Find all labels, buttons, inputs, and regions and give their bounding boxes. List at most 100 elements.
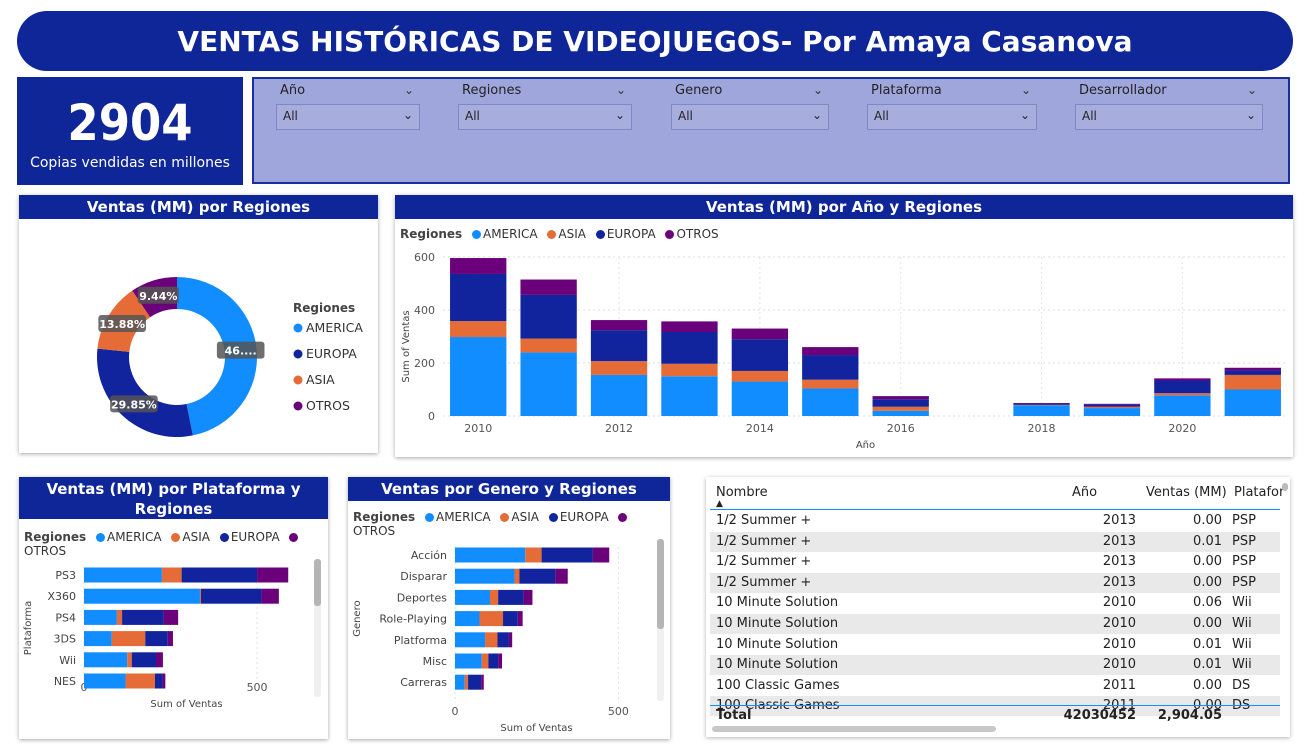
bar-2014-asia[interactable] (731, 370, 789, 382)
filter-platform[interactable]: Plataforma ⌄ All ⌄ (867, 83, 1037, 130)
bar-2012-asia[interactable] (590, 361, 648, 375)
legend-item[interactable]: ASIA (182, 530, 210, 544)
bar-2010-asia[interactable] (450, 321, 507, 338)
donut-slice-america[interactable] (177, 277, 257, 436)
bar-deportes-europa[interactable] (498, 589, 524, 605)
bar-wii-asia[interactable] (127, 652, 132, 668)
chevron-down-icon[interactable]: ⌄ (813, 83, 824, 97)
legend-item[interactable]: AMERICA (482, 227, 538, 241)
bar-2016-otros[interactable] (872, 396, 929, 400)
legend-item[interactable]: OTROS (306, 398, 350, 413)
bar-2020-europa[interactable] (1154, 380, 1211, 394)
chevron-down-icon[interactable]: ⌄ (1021, 83, 1032, 97)
legend-item[interactable]: EUROPA (230, 530, 280, 544)
legend-item[interactable]: AMERICA (106, 530, 162, 544)
table-row[interactable]: 10 Minute Solution 2010 0.06 Wii (710, 593, 1280, 613)
chevron-down-icon[interactable]: ⌄ (1247, 83, 1258, 97)
bar-ps3-otros[interactable] (257, 567, 289, 583)
bar-2018-america[interactable] (1013, 405, 1070, 416)
sort-arrow-icon[interactable]: ▲ (716, 499, 723, 509)
bar-2012-europa[interactable] (590, 330, 648, 362)
bar-nes-america[interactable] (84, 673, 126, 689)
bar-platforma-asia[interactable] (485, 632, 498, 648)
bar-2015-otros[interactable] (802, 347, 859, 356)
legend-item[interactable]: OTROS (24, 544, 67, 558)
bar-2013-otros[interactable] (661, 321, 718, 332)
filter-regions[interactable]: Regiones ⌄ All ⌄ (458, 83, 632, 130)
bar-2018-otros[interactable] (1013, 403, 1070, 404)
table-row[interactable]: 1/2 Summer + 2013 0.00 PSP (710, 572, 1280, 593)
filter-genre[interactable]: Genero ⌄ All ⌄ (671, 83, 829, 130)
donut-slice-europa[interactable] (97, 348, 193, 437)
bar-wii-otros[interactable] (156, 652, 163, 668)
bar-2021-asia[interactable] (1224, 374, 1281, 390)
bar-3ds-america[interactable] (84, 631, 112, 647)
column-header-ano[interactable]: Año (1072, 485, 1098, 500)
bar-ps4-otros[interactable] (163, 609, 179, 625)
chevron-down-icon[interactable]: ⌄ (404, 83, 415, 97)
bar-2011-europa[interactable] (520, 294, 577, 339)
bar-3ds-otros[interactable] (167, 631, 173, 647)
bar-misc-asia[interactable] (481, 653, 489, 669)
bar-2010-europa[interactable] (450, 273, 507, 322)
legend-item[interactable]: OTROS (353, 524, 396, 538)
bar-ps3-asia[interactable] (161, 567, 182, 583)
bar-carreras-otros[interactable] (481, 674, 484, 690)
bar-acción-europa[interactable] (541, 547, 593, 563)
bar-wii-america[interactable] (84, 652, 128, 668)
bar-x360-otros[interactable] (261, 588, 279, 604)
bar-ps3-europa[interactable] (181, 567, 258, 583)
bar-deportes-america[interactable] (455, 589, 490, 605)
bar-ps4-europa[interactable] (122, 609, 164, 625)
bar-acción-otros[interactable] (592, 547, 610, 563)
bar-2013-europa[interactable] (661, 331, 718, 364)
legend-item[interactable]: EUROPA (306, 346, 357, 361)
bar-disparar-america[interactable] (455, 568, 515, 584)
bar-role-playing-otros[interactable] (517, 611, 523, 627)
bar-ps3-america[interactable] (84, 567, 162, 583)
bar-2011-asia[interactable] (520, 338, 577, 353)
filter-regions-select[interactable]: All ⌄ (458, 104, 632, 130)
scrollbar-thumb[interactable] (314, 559, 321, 606)
legend-item[interactable]: OTROS (676, 227, 719, 241)
bar-2011-otros[interactable] (520, 279, 577, 295)
bar-2012-otros[interactable] (590, 320, 648, 331)
bar-2016-europa[interactable] (872, 399, 929, 407)
legend-item[interactable]: ASIA (511, 510, 539, 524)
table-row[interactable]: 1/2 Summer + 2013 0.01 PSP (710, 531, 1280, 552)
year-bar-chart[interactable]: 0 200 400 600 2010 2012 2014 2016 2018 2020 Año Sum… (395, 219, 1293, 457)
column-header-nombre[interactable]: Nombre (716, 485, 768, 500)
filter-genre-select[interactable]: All ⌄ (671, 104, 829, 130)
bar-role-playing-europa[interactable] (503, 611, 518, 627)
bar-nes-europa[interactable] (154, 673, 163, 689)
bar-2010-otros[interactable] (450, 258, 507, 274)
bar-2013-america[interactable] (661, 376, 718, 416)
bar-misc-america[interactable] (455, 653, 482, 669)
bar-ps4-america[interactable] (84, 609, 117, 625)
bar-disparar-asia[interactable] (514, 568, 520, 584)
table-row[interactable]: 10 Minute Solution 2010 0.01 Wii (710, 655, 1280, 676)
bar-2013-asia[interactable] (661, 363, 718, 377)
bar-role-playing-america[interactable] (455, 611, 480, 627)
bar-platforma-otros[interactable] (508, 632, 513, 648)
bar-2020-asia[interactable] (1154, 393, 1211, 396)
bar-2019-otros[interactable] (1083, 403, 1141, 405)
bar-misc-otros[interactable] (498, 653, 503, 669)
table-row[interactable]: 10 Minute Solution 2010 0.00 Wii (710, 614, 1280, 634)
bar-ps4-asia[interactable] (116, 609, 123, 625)
bar-2018-asia[interactable] (1013, 404, 1070, 406)
bar-role-playing-asia[interactable] (479, 611, 504, 627)
table-row[interactable]: 100 Classic Games 2011 0.00 DS (710, 676, 1280, 696)
bar-2018-europa[interactable] (1013, 403, 1070, 405)
column-header-ventas[interactable]: Ventas (MM) (1146, 485, 1227, 500)
bar-3ds-asia[interactable] (111, 631, 146, 647)
bar-carreras-asia[interactable] (464, 674, 469, 690)
bar-acción-asia[interactable] (525, 547, 542, 563)
column-header-plataforma[interactable]: Platafor (1234, 485, 1285, 500)
bar-acción-america[interactable] (455, 547, 526, 563)
bar-2020-america[interactable] (1154, 395, 1211, 416)
bar-x360-asia[interactable] (199, 588, 201, 604)
vertical-scrollbar[interactable] (1282, 483, 1288, 491)
filter-year-select[interactable]: All ⌄ (276, 104, 420, 130)
bar-3ds-europa[interactable] (145, 631, 168, 647)
